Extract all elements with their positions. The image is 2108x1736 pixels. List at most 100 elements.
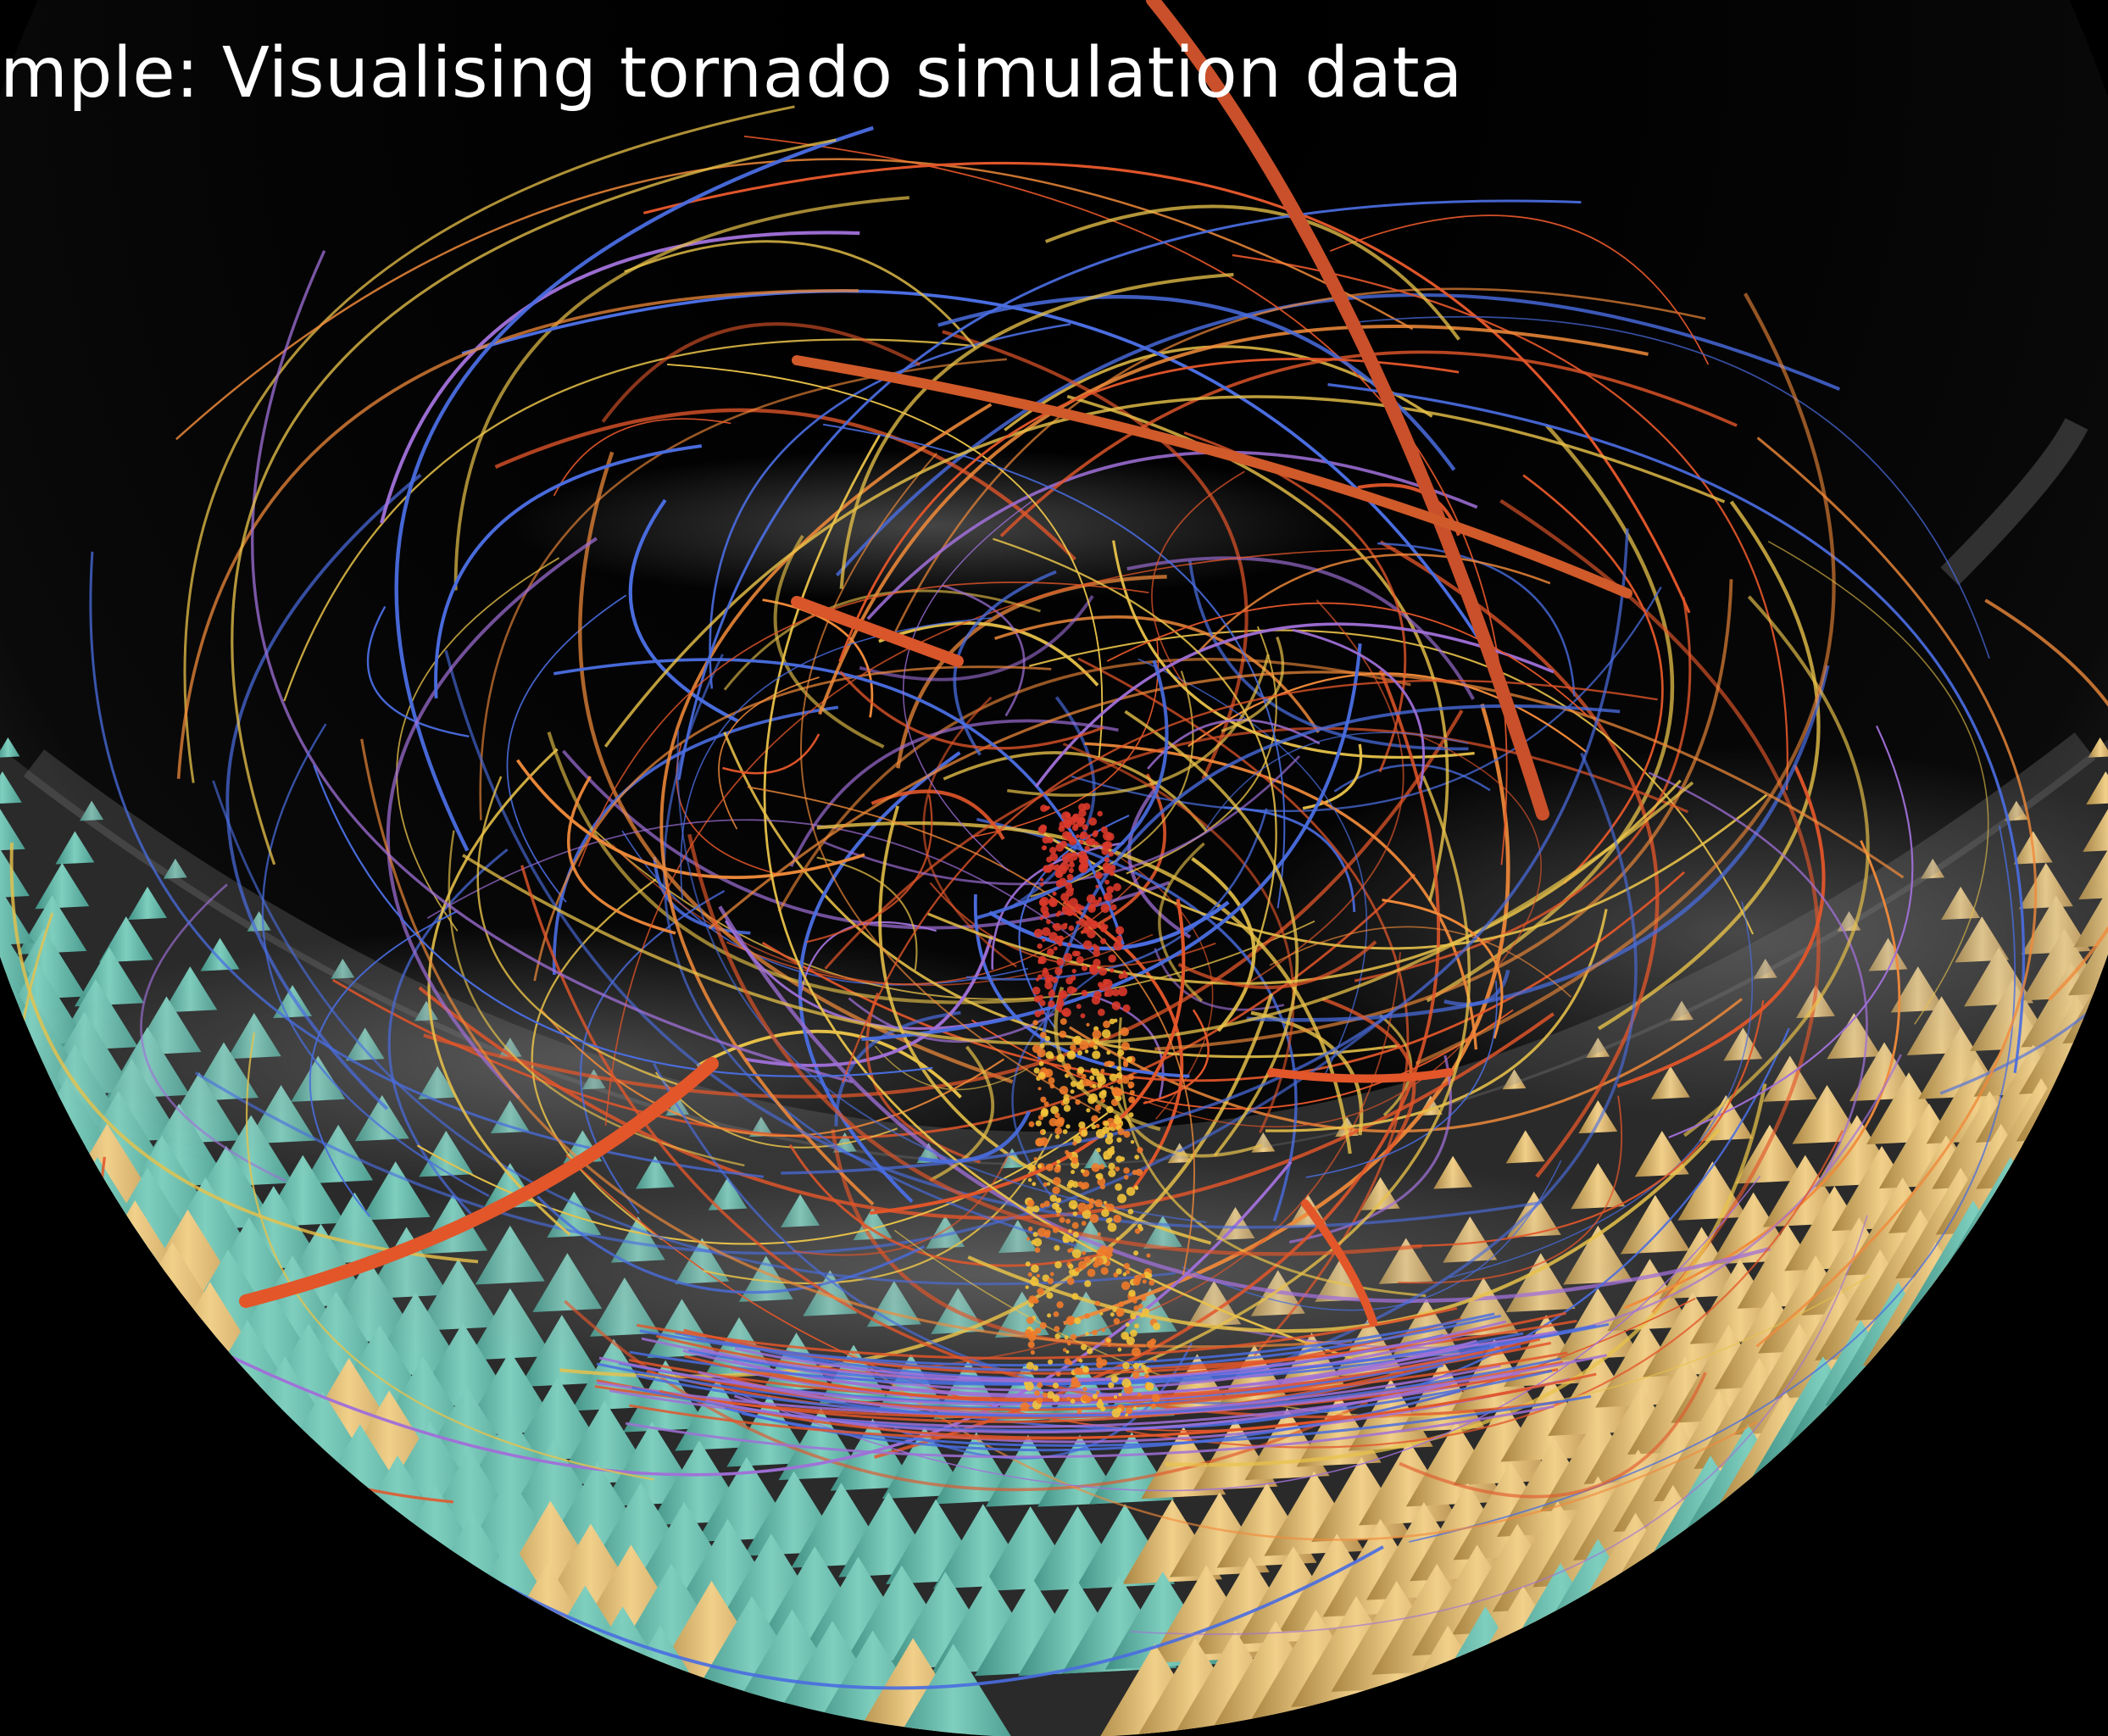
vortex-particle [1121, 1378, 1132, 1388]
vortex-particle [1076, 1409, 1082, 1414]
streamline [598, 1339, 1477, 1406]
vortex-particle [1044, 981, 1053, 990]
streamline [212, 780, 1176, 1286]
vortex-particle [1066, 986, 1076, 995]
streamline [1597, 500, 1821, 1031]
foreground-tubes [239, 0, 1632, 1327]
streamline [1126, 626, 1277, 875]
vortex-particle [1083, 1256, 1092, 1264]
wind-cone [0, 910, 40, 996]
streamline [637, 1306, 1458, 1360]
streamline [1382, 899, 1504, 1039]
vortex-particle [1126, 1407, 1133, 1415]
streamline [1126, 556, 1475, 700]
vortex-particle [1128, 1289, 1136, 1297]
wind-cone [0, 875, 35, 948]
streamline [973, 894, 1190, 1078]
vortex-particle [1049, 853, 1059, 861]
streamline [1247, 599, 1404, 985]
vortex-particle [1056, 1301, 1064, 1309]
streamline [1683, 595, 1870, 1138]
streamline [726, 874, 1143, 985]
vortex-particle [1070, 1333, 1076, 1340]
vortex-particle [1078, 1359, 1083, 1363]
vortex-particle [1054, 1134, 1060, 1139]
vortex-particle [1040, 877, 1044, 882]
vortex-particle [1077, 1050, 1082, 1056]
vortex-particle [1070, 1399, 1076, 1404]
streamline [874, 1045, 1029, 1091]
vortex-particle [1054, 870, 1064, 878]
vortex-particle [1073, 823, 1078, 829]
vortex-particle [1140, 1295, 1147, 1301]
vortex-particle [1027, 1177, 1032, 1182]
vortex-particle [1043, 1101, 1049, 1107]
vortex-particle [1026, 1316, 1034, 1325]
vortex-particle [1149, 1338, 1157, 1345]
vortex-particle [1053, 1311, 1060, 1317]
vortex-particle [1113, 882, 1121, 892]
vortex-particle [1109, 1073, 1118, 1082]
vortex-particle [1103, 979, 1113, 988]
vortex-particle [1078, 1121, 1086, 1129]
vortex-particle [1101, 1089, 1107, 1096]
vortex-particle [1026, 1199, 1035, 1207]
vortex-particle [1108, 1162, 1115, 1171]
vortex-particle [1068, 837, 1077, 846]
vortex-particle [1063, 819, 1069, 826]
vortex-particle [1048, 1077, 1055, 1084]
vortex-particle [1026, 1361, 1034, 1370]
wind-cone [163, 858, 187, 879]
vortex-particle [1081, 1344, 1087, 1350]
streamline [971, 1009, 1514, 1110]
streamline [942, 330, 1249, 781]
wind-cone [1634, 1131, 1689, 1177]
vortex-particle [1121, 1077, 1130, 1084]
streamline [953, 570, 1057, 756]
vortex-particle [1037, 974, 1043, 980]
vortex-particle [1132, 1278, 1141, 1286]
streamline [601, 322, 921, 423]
vortex-particle [1080, 831, 1088, 839]
streamline [539, 1008, 1005, 1137]
streamline [246, 1032, 655, 1481]
vortex-particle [1049, 1271, 1054, 1277]
vortex-particle [1063, 1063, 1071, 1071]
vortex-particle [1089, 1214, 1099, 1223]
vortex-particle [1085, 1332, 1089, 1336]
wind-cone [778, 1408, 864, 1481]
streamline [520, 865, 1559, 1419]
vortex-particle [1125, 1269, 1131, 1275]
vortex-particle [1095, 1390, 1100, 1395]
vortex-particle [1133, 1406, 1137, 1410]
streamline [537, 1195, 926, 1294]
vortex-particle [1047, 1277, 1054, 1284]
vortex-particle [1077, 1066, 1085, 1074]
streamline [462, 781, 1694, 1046]
vortex-particle [1103, 831, 1112, 841]
vortex-particle [1097, 1076, 1106, 1085]
vortex-particle [1046, 919, 1051, 925]
vortex-particle [1115, 1407, 1122, 1413]
vortex-particle [1082, 940, 1093, 950]
streamline [1144, 1032, 1473, 1127]
streamline [212, 1160, 1293, 1477]
vortex-particle [1121, 1281, 1131, 1291]
vortex-particle [1065, 824, 1071, 829]
vortex-particle [1106, 1050, 1111, 1055]
streamline [1939, 693, 2108, 1095]
wind-cone [830, 1418, 915, 1491]
vortex-particle [1086, 1108, 1091, 1113]
vortex-particle [1032, 1020, 1038, 1026]
streamline [1269, 926, 1572, 998]
vortex-particle [1079, 839, 1084, 845]
streamline [476, 776, 688, 1089]
streamline [553, 418, 731, 497]
vortex-particle [1052, 1227, 1059, 1233]
vortex-particle [1069, 1248, 1074, 1252]
streamline [251, 250, 854, 1084]
vortex-particle [1100, 921, 1105, 927]
vortex-particle [1033, 1238, 1043, 1247]
streamline [394, 125, 874, 852]
streamline [818, 325, 1649, 715]
